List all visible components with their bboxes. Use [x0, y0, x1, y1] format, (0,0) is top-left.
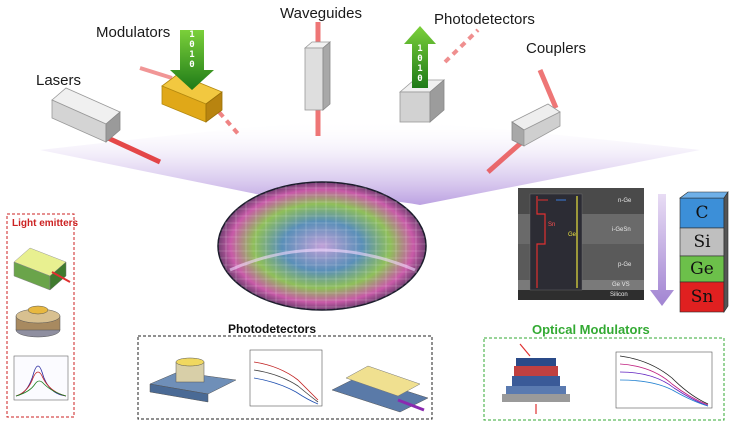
mod-stack-vs	[506, 386, 566, 394]
up-bit-4: 0	[417, 74, 423, 84]
wafer-reflection	[229, 248, 416, 272]
tem-label-p-ge: p-Ge	[618, 262, 632, 268]
tem-label-silicon: Silicon	[610, 292, 628, 298]
pd-plot-curve-1	[253, 361, 319, 401]
optical-modulators-title: Optical Modulators	[532, 322, 650, 337]
mod-plot-frame	[615, 351, 713, 409]
tem-label-n-ge: n-Ge	[618, 198, 632, 204]
photodetector-up-arrow	[404, 26, 436, 88]
tem-label-sn: Sn	[548, 222, 556, 228]
material-label-si: Si	[693, 232, 711, 252]
coupler-device	[486, 69, 561, 174]
modulator-device	[139, 30, 242, 138]
down-bit-1: 1	[189, 30, 195, 40]
modulator-down-arrow	[170, 30, 214, 90]
photodetector-block-front	[399, 91, 431, 123]
pd-plot-curve-2	[253, 369, 319, 403]
materials-arrow	[650, 194, 674, 306]
mod-stack-gesn	[514, 366, 558, 376]
photodetector-device	[398, 26, 480, 123]
label-lasers: Lasers	[36, 72, 82, 89]
waveguide-block-side	[322, 41, 331, 111]
tem-label-i-gesn: i-GeSn	[612, 227, 631, 233]
pd-mesa-contact	[175, 357, 205, 367]
material-label-sn: Sn	[690, 287, 714, 307]
tem-label-ge: Ge	[568, 232, 577, 238]
tem-profile-panel	[529, 193, 583, 291]
material-ge-block	[679, 255, 725, 283]
mod-plot-curve-4	[619, 379, 709, 407]
material-si-block	[679, 227, 725, 257]
waveguide-device	[303, 22, 332, 136]
mod-plot-curve-2	[619, 363, 709, 406]
pd-wg-input-beam	[397, 398, 425, 412]
material-label-c: C	[695, 203, 709, 223]
coupler-beam-in	[537, 69, 559, 109]
photodetector-beam	[443, 28, 480, 64]
mod-plot-curve-1	[619, 355, 709, 405]
optical-modulators-panel	[483, 337, 725, 421]
photodetectors-title: Photodetectors	[228, 322, 317, 336]
material-stack	[679, 191, 729, 313]
light-fan	[40, 120, 700, 205]
laser-device	[51, 87, 162, 165]
wafer-die-grid	[218, 182, 426, 310]
label-couplers: Couplers	[526, 40, 587, 57]
up-arrow-bits: 1 0 1 0	[413, 44, 427, 84]
mod-stack-p-ge	[512, 376, 560, 386]
modulator-block-end	[205, 91, 223, 123]
tem-sn-profile	[536, 196, 546, 288]
mod-stack-n-ge	[516, 358, 556, 366]
pd-plot-frame	[249, 349, 323, 407]
material-stack-top	[679, 191, 729, 199]
tem-label-ge-vs: Ge VS	[612, 282, 630, 288]
up-bit-2: 0	[417, 54, 423, 64]
emitter-spectrum-curve-2	[15, 371, 67, 397]
wafer-disk	[217, 181, 427, 311]
up-bit-3: 1	[417, 64, 423, 74]
label-waveguides: Waveguides	[280, 5, 362, 22]
pd-plot-curve-3	[253, 377, 319, 405]
down-bit-4: 0	[189, 60, 195, 70]
waveguide-block-front	[304, 47, 324, 111]
mod-plot-curve-3	[619, 371, 709, 407]
photodetector-block-side	[429, 79, 445, 123]
wafer	[217, 181, 427, 311]
material-stack-side	[723, 191, 729, 313]
mod-stack-light-in	[519, 343, 531, 357]
down-arrow-bits: 1 0 1 0	[185, 30, 199, 70]
down-bit-2: 0	[189, 40, 195, 50]
label-photodetectors: Photodetectors	[434, 11, 535, 28]
coupler-block-side	[523, 111, 561, 147]
pd-mesa-front	[149, 383, 209, 403]
tem-layer-silicon	[518, 290, 644, 300]
emitter-spectrum-curve-3	[15, 380, 67, 397]
modulator-beam-out	[210, 102, 242, 138]
label-modulators: Modulators	[96, 24, 171, 41]
up-bit-1: 1	[417, 44, 423, 54]
emitter-chip-beam	[51, 271, 71, 283]
emitter-disk-cap	[27, 305, 49, 315]
pd-wg-ridge	[345, 365, 421, 397]
down-bit-3: 1	[189, 50, 195, 60]
modulator-beam-in	[139, 66, 173, 80]
light-emitters-panel	[6, 213, 75, 418]
laser-block-end	[105, 111, 121, 143]
mod-stack-substrate	[502, 394, 570, 402]
photodetectors-panel	[137, 335, 433, 420]
tem-image	[518, 188, 644, 300]
light-emitters-title: Light emitters	[12, 218, 79, 229]
coupler-beam-out	[486, 140, 524, 174]
material-label-ge: Ge	[690, 259, 714, 279]
